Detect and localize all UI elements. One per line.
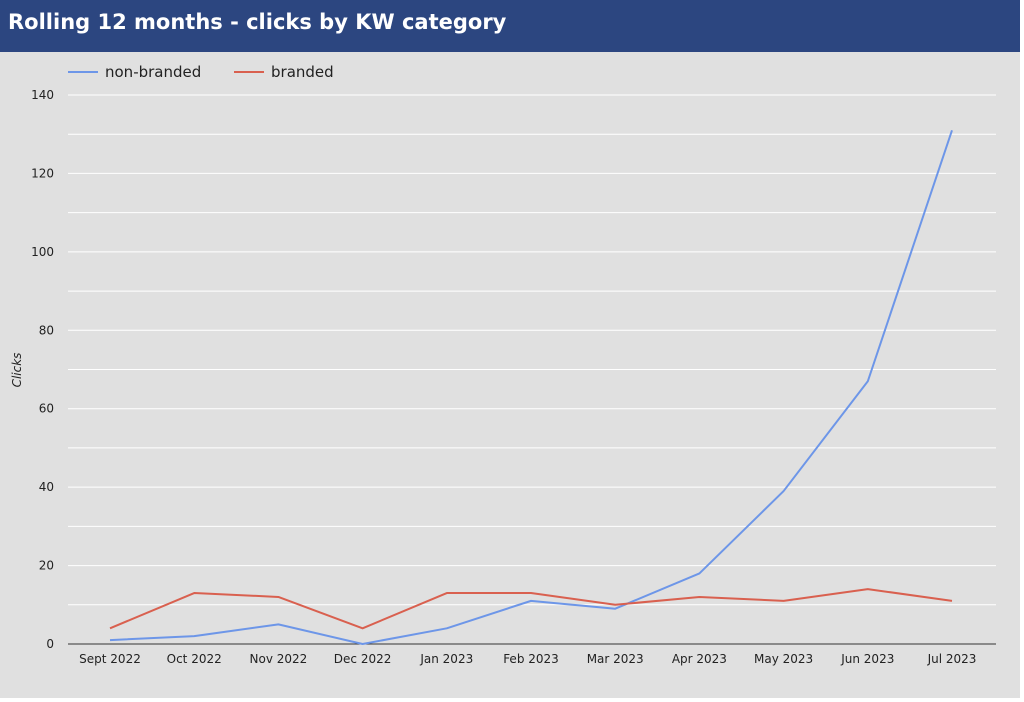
x-tick-label: Sept 2022 [79,652,141,666]
x-tick-label: Jun 2023 [840,652,894,666]
x-tick-label: Jul 2023 [927,652,977,666]
y-tick-label: 120 [31,166,54,180]
legend-label: branded [271,63,334,81]
x-tick-label: Jan 2023 [419,652,473,666]
y-tick-label: 100 [31,245,54,259]
series-lines [109,129,953,645]
x-tick-label: Nov 2022 [250,652,308,666]
y-tick-label: 140 [31,88,54,102]
y-tick-label: 20 [39,559,54,573]
y-tick-label: 60 [39,402,54,416]
x-tick-label: Dec 2022 [334,652,392,666]
x-axis-ticks: Sept 2022 Oct 2022 Nov 2022 Dec 2022 Jan 202… [79,652,976,666]
y-axis-ticks: 0 20 40 60 80 100 120 140 [31,88,54,651]
chart-title: Rolling 12 months - clicks by KW categor… [8,10,507,34]
y-axis-label: Clicks [10,353,24,388]
y-tick-label: 0 [46,637,54,651]
x-tick-label: Feb 2023 [503,652,559,666]
series-line-branded [109,588,953,630]
y-tick-label: 40 [39,480,54,494]
legend: non-branded branded [68,63,334,81]
legend-item-branded: branded [234,63,334,81]
x-tick-label: Mar 2023 [587,652,644,666]
x-tick-label: Oct 2022 [167,652,222,666]
series-line-non-branded [109,129,953,645]
x-tick-label: May 2023 [754,652,813,666]
title-bar: Rolling 12 months - clicks by KW categor… [0,0,1020,52]
legend-label: non-branded [105,63,201,81]
x-tick-label: Apr 2023 [672,652,727,666]
legend-item-non-branded: non-branded [68,63,201,81]
gridlines [68,94,996,606]
y-tick-label: 80 [39,323,54,337]
